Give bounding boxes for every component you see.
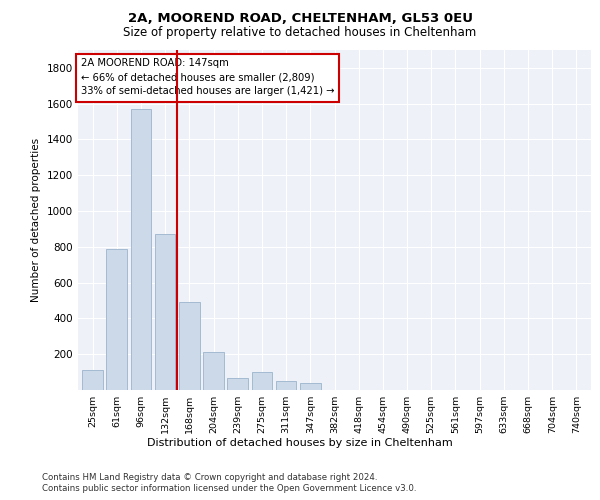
Text: 2A MOOREND ROAD: 147sqm
← 66% of detached houses are smaller (2,809)
33% of semi: 2A MOOREND ROAD: 147sqm ← 66% of detache… bbox=[80, 58, 334, 96]
Bar bbox=[251, 372, 272, 390]
Bar bbox=[300, 383, 320, 390]
Bar bbox=[82, 370, 103, 390]
Bar bbox=[276, 381, 296, 390]
Text: Contains HM Land Registry data © Crown copyright and database right 2024.: Contains HM Land Registry data © Crown c… bbox=[42, 472, 377, 482]
Text: Size of property relative to detached houses in Cheltenham: Size of property relative to detached ho… bbox=[124, 26, 476, 39]
Bar bbox=[155, 234, 175, 390]
Bar bbox=[227, 378, 248, 390]
Text: Contains public sector information licensed under the Open Government Licence v3: Contains public sector information licen… bbox=[42, 484, 416, 493]
Y-axis label: Number of detached properties: Number of detached properties bbox=[31, 138, 41, 302]
Bar bbox=[131, 109, 151, 390]
Bar bbox=[203, 352, 224, 390]
Bar bbox=[106, 248, 127, 390]
Text: Distribution of detached houses by size in Cheltenham: Distribution of detached houses by size … bbox=[147, 438, 453, 448]
Text: 2A, MOOREND ROAD, CHELTENHAM, GL53 0EU: 2A, MOOREND ROAD, CHELTENHAM, GL53 0EU bbox=[128, 12, 473, 26]
Bar bbox=[179, 302, 200, 390]
